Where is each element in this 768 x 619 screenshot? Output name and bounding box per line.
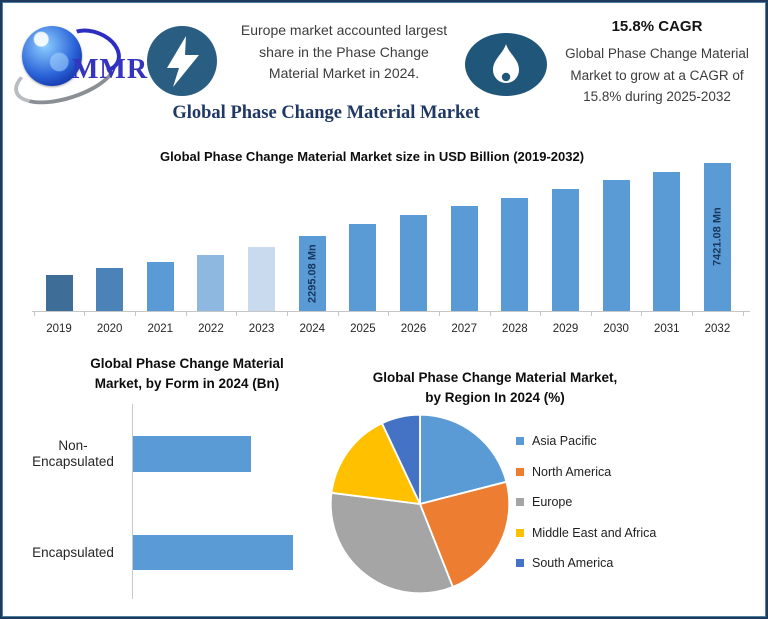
- main-bar-chart: 2019 2020 2021 2022 2023 2295.08 Mn 2024 2025 20…: [32, 162, 754, 335]
- x-axis-label: 2030: [603, 323, 629, 335]
- bar-value-label: 2295.08 Mn: [306, 244, 319, 303]
- x-axis-label: 2025: [350, 323, 376, 335]
- x-axis-label: 2027: [451, 323, 477, 335]
- hbar: [133, 436, 251, 472]
- x-axis-label: 2031: [654, 323, 680, 335]
- pie-slice: [419, 480, 511, 588]
- x-axis-label: 2026: [400, 323, 427, 335]
- category-label: Non- Encapsulated: [32, 438, 114, 469]
- bar: [45, 275, 73, 311]
- lightning-icon: [167, 36, 199, 87]
- axis-tick: [692, 312, 694, 316]
- bar: 2295.08 Mn: [298, 236, 326, 311]
- x-axis-label: 2019: [46, 323, 72, 335]
- pie-slice: [330, 422, 421, 505]
- legend-label: South America: [532, 556, 614, 570]
- main-chart-title: Global Phase Change Material Market size…: [159, 149, 585, 164]
- bar: [552, 189, 579, 311]
- axis-tick: [236, 312, 238, 316]
- legend-marker: [516, 467, 524, 476]
- x-axis-label: 2028: [502, 323, 528, 335]
- legend-item: Europe: [516, 493, 656, 511]
- axis-tick: [388, 312, 390, 316]
- axis-tick: [641, 312, 643, 316]
- legend-label: North America: [532, 464, 612, 479]
- mmr-logo: MMR: [7, 20, 149, 116]
- cagr-callout: 15.8% CAGR Global Phase Change Material …: [554, 18, 760, 108]
- globe-icon: [22, 26, 82, 86]
- axis-tick: [84, 312, 86, 316]
- cagr-text: Global Phase Change Material Market to g…: [565, 46, 749, 104]
- bar: [450, 206, 478, 311]
- bar: [501, 198, 529, 311]
- legend-label: Middle East and Africa: [532, 525, 657, 540]
- bar: [96, 268, 124, 311]
- x-axis-label: 2021: [147, 323, 174, 335]
- bar: [653, 172, 681, 311]
- legend-label: Europe: [532, 495, 573, 509]
- axis-tick: [489, 312, 491, 316]
- logo-text: MMR: [72, 54, 149, 85]
- legend-marker: [516, 559, 524, 567]
- bar: [146, 262, 174, 311]
- pie-legend: Asia Pacific North America Europe Middle Ea…: [516, 432, 656, 585]
- legend-marker: [516, 498, 524, 506]
- bar: [602, 180, 630, 311]
- axis-tick: [337, 312, 339, 316]
- x-axis-label: 2029: [552, 323, 579, 335]
- x-axis-label: 2022: [198, 323, 224, 335]
- pie-slice: [381, 413, 421, 505]
- bar-value-label: 7421.08 Mn: [711, 207, 724, 267]
- category-label: Encapsulated: [32, 544, 114, 560]
- pie-slice: [419, 413, 508, 505]
- hbar: [133, 535, 293, 570]
- bar: [400, 215, 428, 311]
- legend-marker: [516, 528, 524, 537]
- x-axis-label: 2020: [96, 323, 123, 335]
- bar: [248, 247, 276, 311]
- legend-label: Asia Pacific: [532, 434, 597, 448]
- bar: 7421.08 Mn: [703, 163, 731, 311]
- page-title: Global Phase Change Material Market: [172, 103, 480, 123]
- y-axis: [132, 404, 133, 599]
- legend-item: Middle East and Africa: [516, 524, 656, 542]
- axis-tick: [742, 312, 744, 316]
- flame-icon: [493, 44, 519, 83]
- europe-callout: Europe market accounted largest share in…: [240, 22, 448, 81]
- form-chart-title: Global Phase Change Material Market, by …: [90, 356, 284, 391]
- flame-badge: [465, 33, 547, 96]
- axis-tick: [134, 312, 136, 316]
- axis-tick: [33, 312, 35, 316]
- legend-item: Asia Pacific: [516, 432, 656, 450]
- axis-tick: [590, 312, 592, 316]
- legend-item: North America: [516, 463, 656, 481]
- axis-tick: [438, 312, 440, 316]
- legend-item: South America: [516, 554, 656, 572]
- axis-tick: [286, 312, 288, 316]
- region-pie: [329, 413, 511, 595]
- cagr-title: 15.8% CAGR: [611, 18, 703, 35]
- x-axis-label: 2023: [248, 323, 275, 335]
- x-axis-label: 2032: [704, 323, 731, 335]
- pie-slice: [329, 491, 454, 595]
- legend-marker: [516, 437, 524, 445]
- axis-tick: [185, 312, 187, 316]
- bar: [197, 255, 225, 311]
- lightning-badge: [147, 26, 217, 96]
- x-axis-label: 2024: [299, 323, 326, 335]
- x-axis: [32, 311, 750, 312]
- bar: [349, 224, 377, 311]
- axis-tick: [540, 312, 542, 316]
- pie-chart-title: Global Phase Change Material Market, by …: [372, 370, 618, 405]
